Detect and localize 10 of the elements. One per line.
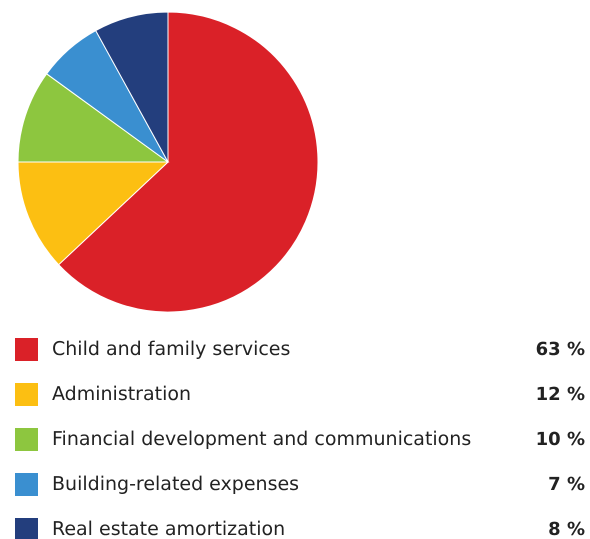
data-label: 12 % xyxy=(536,384,585,405)
legend-label: Administration xyxy=(52,383,192,406)
legend-label: Real estate amortization xyxy=(52,518,286,539)
data-label: 7 % xyxy=(548,474,585,495)
legend-label: Financial development and communications xyxy=(52,428,472,450)
legend-label: Child and family services xyxy=(52,338,290,360)
data-label: 8 % xyxy=(548,518,585,539)
data-label: 63 % xyxy=(536,338,585,360)
data-label: 10 % xyxy=(536,428,585,450)
legend-label: Building-related expenses xyxy=(52,473,300,496)
